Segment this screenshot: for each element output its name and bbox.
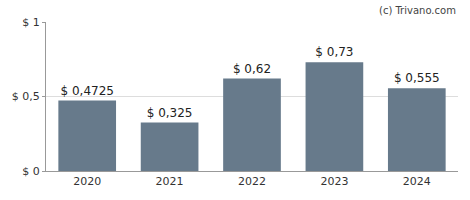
svg-text:2024: 2024 (403, 175, 431, 188)
svg-text:$ 0: $ 0 (22, 165, 40, 178)
svg-text:$ 0,73: $ 0,73 (315, 45, 353, 59)
svg-text:2022: 2022 (238, 175, 266, 188)
svg-text:$ 0,4725: $ 0,4725 (60, 84, 113, 98)
svg-text:$ 1: $ 1 (22, 16, 40, 29)
svg-text:2021: 2021 (156, 175, 184, 188)
svg-text:$ 0,555: $ 0,555 (394, 71, 440, 85)
svg-text:2023: 2023 (320, 175, 348, 188)
svg-text:$ 0,325: $ 0,325 (147, 106, 193, 120)
svg-text:$ 0,5: $ 0,5 (12, 90, 40, 103)
svg-text:(c) Trivano.com: (c) Trivano.com (379, 5, 456, 16)
svg-text:$ 0,62: $ 0,62 (233, 62, 271, 76)
svg-text:2020: 2020 (73, 175, 101, 188)
